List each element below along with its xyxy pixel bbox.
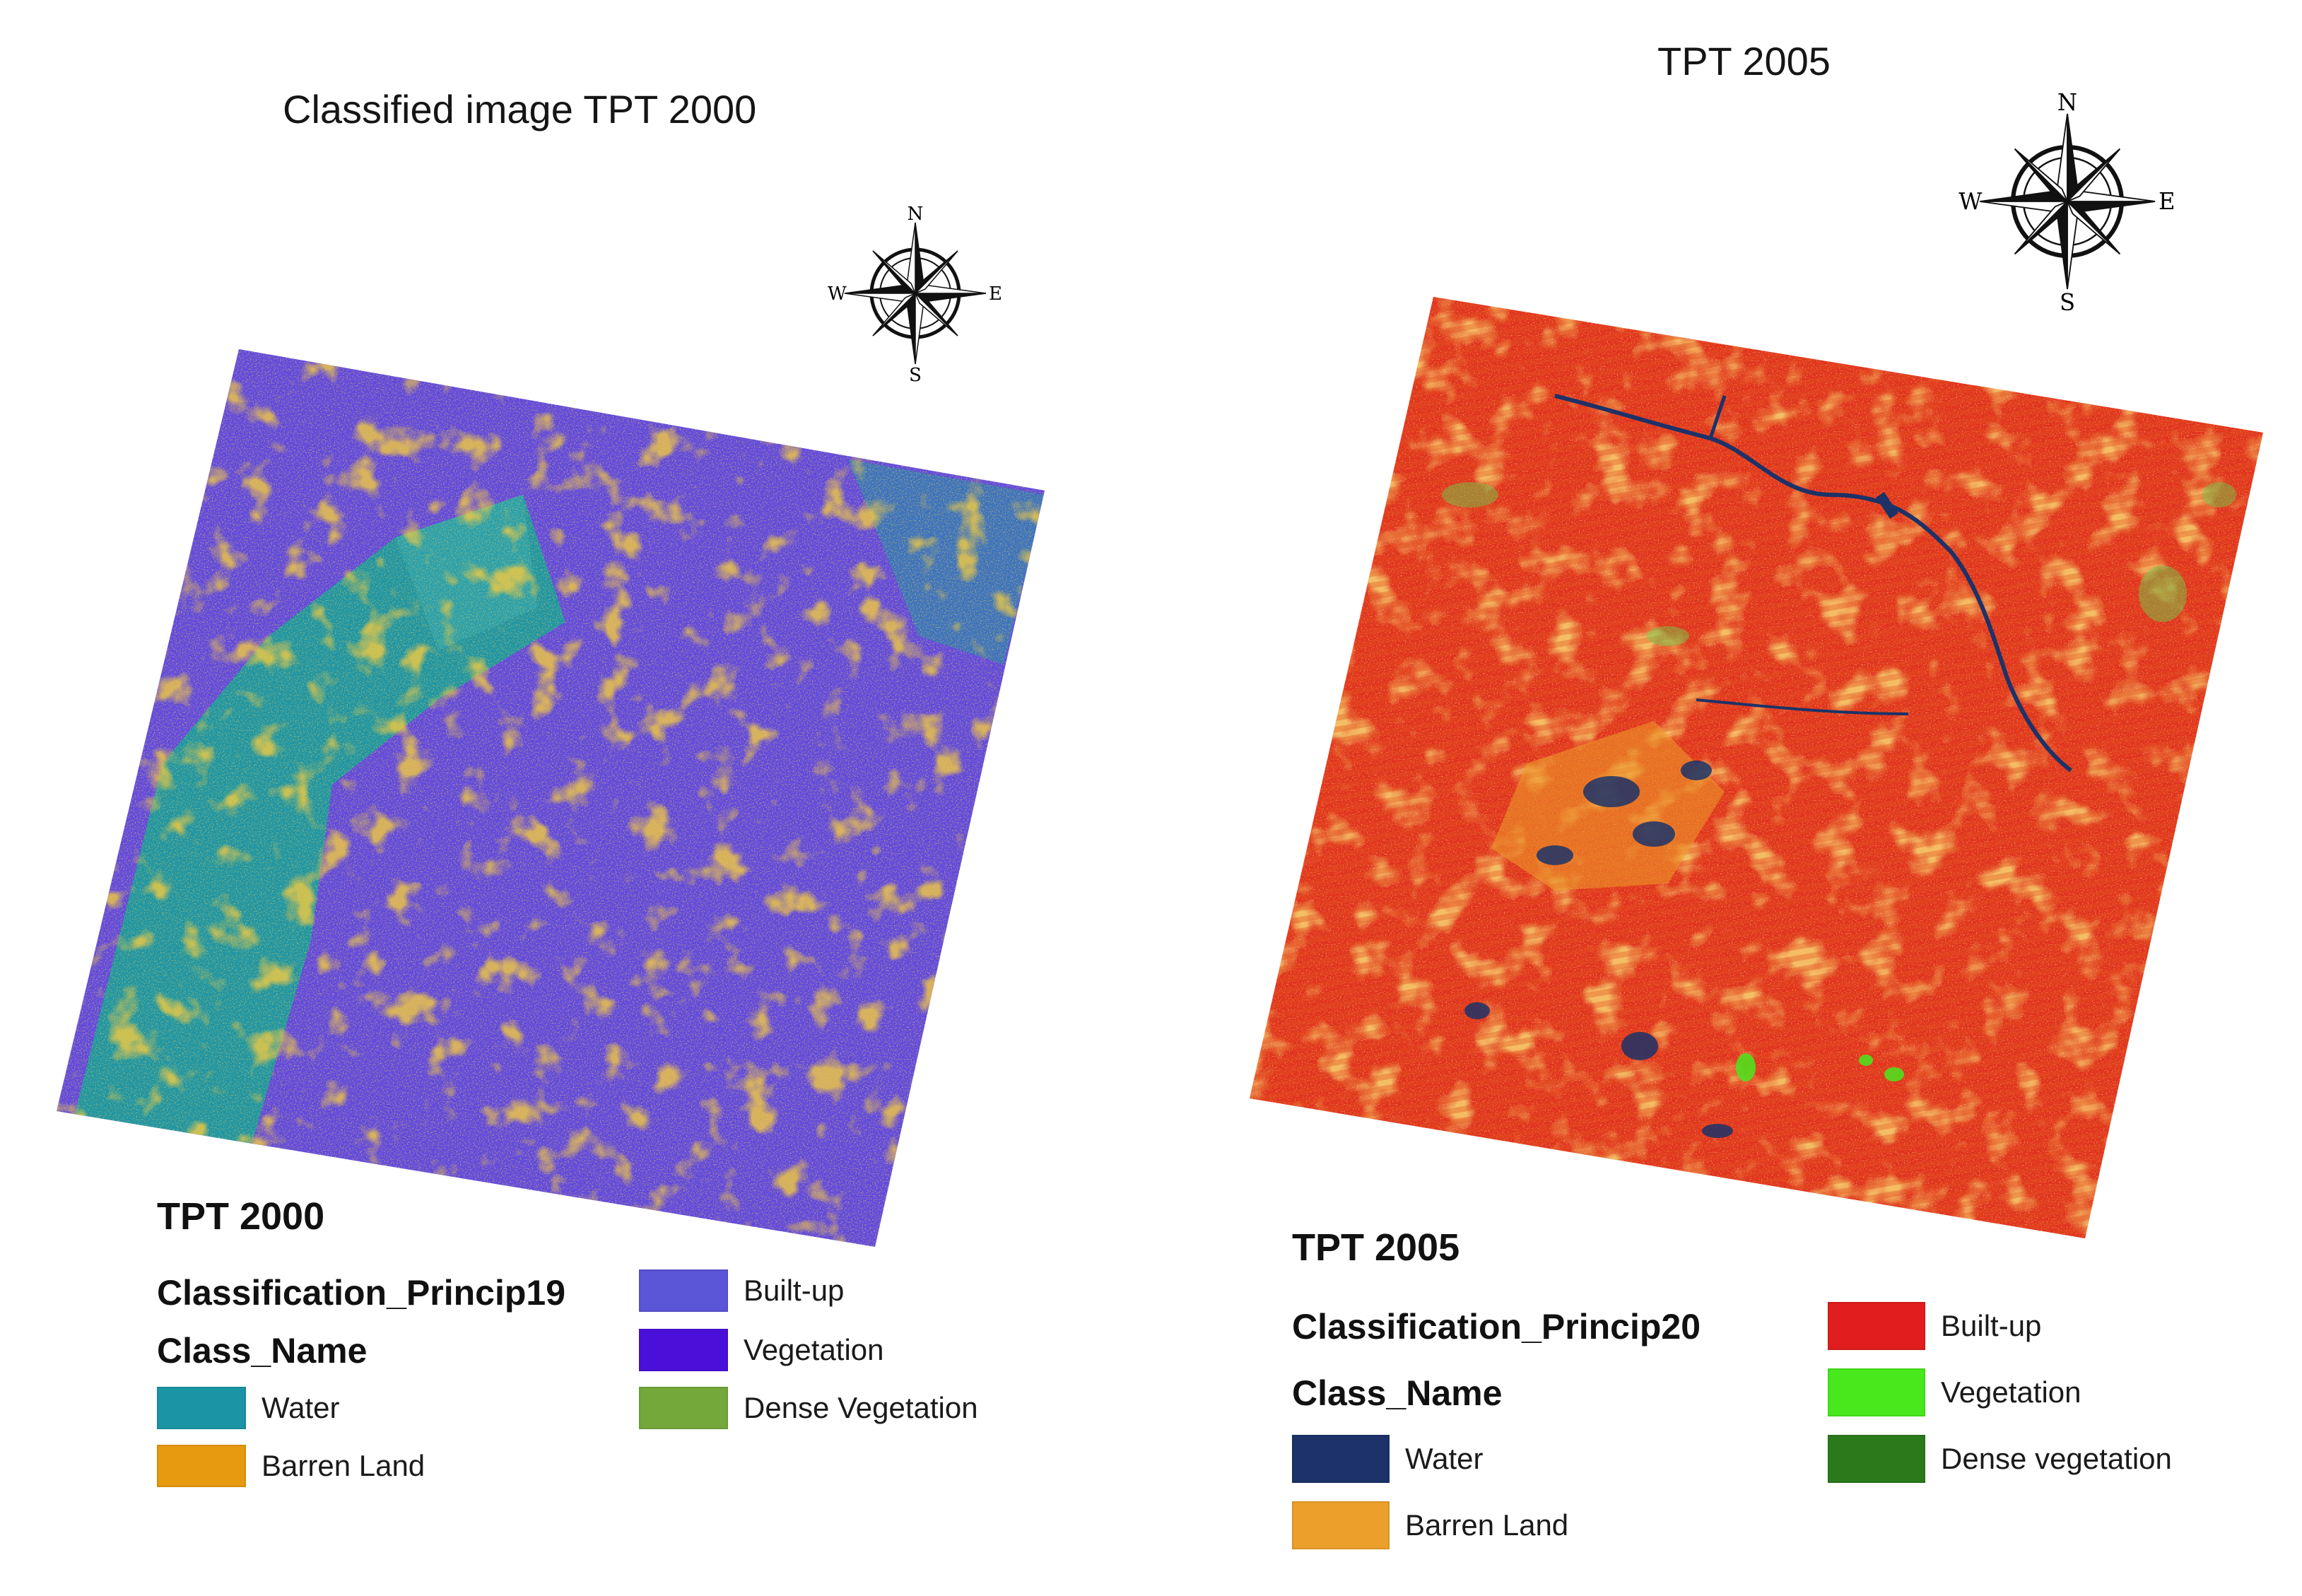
legend-item-vegetation: Vegetation [1828, 1368, 2081, 1416]
map-title: Classified image TPT 2000 [283, 87, 757, 131]
map-panel-2005: TPT 2005 [1159, 0, 2302, 1596]
legend-item-dense-vegetation: Dense Vegetation [639, 1387, 978, 1429]
classified-map-2005 [1250, 297, 2263, 1238]
map-title: TPT 2005 [1657, 39, 1831, 83]
legend-swatch [639, 1329, 728, 1371]
legend-label: Dense Vegetation [744, 1391, 978, 1424]
legend-label: Dense vegetation [1941, 1442, 2172, 1475]
legend-swatch [1292, 1435, 1390, 1483]
legend-field-name: Classification_Princip20 [1292, 1307, 1701, 1346]
legend-class-header: Class_Name [1292, 1373, 1503, 1413]
compass-n-label: N [2057, 92, 2077, 116]
north-arrow-compass-icon: N S E W [828, 205, 1002, 382]
compass-w-label: W [828, 283, 847, 305]
legend-swatch [1828, 1302, 1925, 1350]
compass-e-label: E [2159, 188, 2175, 215]
compass-n-label: N [908, 205, 924, 225]
map-panel-2000: Classified image TPT 2000 N S E [57, 87, 1045, 1487]
legend-title: TPT 2005 [1292, 1226, 1460, 1269]
compass-s-label: S [909, 365, 922, 382]
legend-label: Barren Land [1405, 1508, 1569, 1542]
compass-e-label: E [989, 283, 1002, 305]
classified-map-2000 [57, 349, 1045, 1247]
legend-label: Vegetation [744, 1333, 884, 1366]
legend-item-barren-land: Barren Land [157, 1445, 425, 1487]
legend-title: TPT 2000 [157, 1195, 325, 1238]
legend-item-barren-land: Barren Land [1292, 1501, 1568, 1549]
legend-label: Water [262, 1391, 340, 1424]
legend-swatch [639, 1387, 728, 1429]
compass-w-label: W [1959, 188, 1983, 215]
legend-label: Built-up [1941, 1309, 2042, 1342]
legend-label: Barren Land [262, 1449, 425, 1482]
legend-swatch [1292, 1501, 1390, 1549]
legend-item-dense-vegetation: Dense vegetation [1828, 1435, 2172, 1483]
legend-field-name: Classification_Princip19 [157, 1273, 566, 1313]
legend-swatch [1828, 1368, 1925, 1416]
legend-swatch [157, 1445, 246, 1487]
legend-label: Built-up [744, 1274, 845, 1307]
legend-swatch [157, 1387, 246, 1429]
legend-label: Water [1405, 1442, 1484, 1475]
north-arrow-compass-icon: N S E W [1959, 92, 2175, 311]
compass-s-label: S [2060, 289, 2075, 311]
legend-swatch [639, 1269, 728, 1312]
legend-swatch [1828, 1435, 1925, 1483]
legend-item-vegetation: Vegetation [639, 1329, 884, 1371]
legend-label: Vegetation [1941, 1375, 2081, 1409]
legend-item-built-up: Built-up [639, 1269, 844, 1312]
legend-item-water: Water [1292, 1435, 1483, 1483]
legend-item-built-up: Built-up [1828, 1302, 2041, 1350]
legend-class-header: Class_Name [157, 1331, 368, 1371]
legend-item-water: Water [157, 1387, 339, 1429]
